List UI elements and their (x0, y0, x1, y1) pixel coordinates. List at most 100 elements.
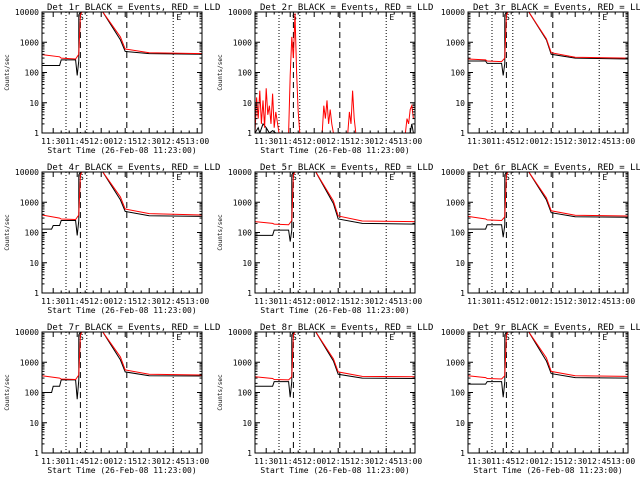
x-tick-label: 12:45 (374, 457, 398, 466)
flare-start-label: S (505, 13, 510, 22)
y-tick-label: 10 (455, 419, 465, 428)
y-tick-label: 1 (34, 129, 39, 138)
x-tick-label: 11:45 (65, 137, 89, 146)
x-tick-label: 11:45 (278, 457, 302, 466)
y-tick-label: 10 (29, 99, 39, 108)
y-tick-label: 10000 (15, 168, 39, 177)
y-tick-label: 10000 (15, 8, 39, 17)
y-axis-label: Counts/sec (217, 214, 224, 251)
x-tick-label: 13:00 (611, 297, 635, 306)
flare-end-label: E (176, 13, 181, 22)
series-events-line (255, 332, 415, 398)
x-tick-label: 12:30 (137, 457, 161, 466)
x-tick-label: 12:15 (539, 457, 563, 466)
panel-title: Det 2r BLACK = Events, RED = LLD (260, 3, 433, 13)
series-events-line (468, 332, 628, 398)
flare-start-label: S (292, 333, 297, 342)
y-tick-label: 1000 (20, 198, 39, 207)
series-lld-line (468, 12, 628, 63)
x-axis-label: Start Time (26-Feb-08 11:23:00) (260, 146, 409, 155)
flare-start-label: S (79, 173, 84, 182)
flare-end-label: E (176, 333, 181, 342)
y-tick-label: 1000 (233, 358, 252, 367)
y-tick-label: 10000 (15, 328, 39, 337)
x-tick-label: 11:30 (41, 457, 65, 466)
series-events-line (468, 172, 628, 238)
x-tick-label: 12:45 (587, 137, 611, 146)
flare-end-label: E (602, 333, 607, 342)
x-axis-label: Start Time (26-Feb-08 11:23:00) (473, 466, 622, 475)
flare-start-label: S (79, 13, 84, 22)
flare-start-label: S (292, 173, 297, 182)
x-tick-label: 11:45 (65, 297, 89, 306)
x-axis-label: Start Time (26-Feb-08 11:23:00) (47, 306, 196, 315)
panel-title: Det 8r BLACK = Events, RED = LLD (260, 323, 433, 333)
x-tick-label: 12:15 (539, 137, 563, 146)
x-tick-label: 12:30 (563, 137, 587, 146)
x-tick-label: 12:30 (137, 297, 161, 306)
x-tick-label: 12:15 (113, 137, 137, 146)
y-tick-label: 1000 (446, 198, 465, 207)
y-axis-label: Counts/sec (4, 214, 11, 251)
x-tick-label: 13:00 (185, 457, 209, 466)
x-tick-label: 11:45 (278, 137, 302, 146)
y-tick-label: 10 (29, 259, 39, 268)
y-tick-label: 10000 (228, 168, 252, 177)
series-events-line (42, 172, 202, 236)
x-tick-label: 11:30 (254, 137, 278, 146)
series-events-line (42, 332, 202, 400)
y-tick-label: 1 (34, 289, 39, 298)
y-tick-label: 10 (29, 419, 39, 428)
panel-title: Det 1r BLACK = Events, RED = LLD (47, 3, 220, 13)
x-tick-label: 11:45 (491, 457, 515, 466)
x-tick-label: 11:30 (41, 297, 65, 306)
series-lld-line (42, 172, 202, 221)
y-tick-label: 1 (460, 289, 465, 298)
flare-end-label: E (389, 13, 394, 22)
flare-start-label: S (505, 333, 510, 342)
x-tick-label: 12:45 (587, 297, 611, 306)
x-tick-label: 13:00 (185, 137, 209, 146)
x-tick-label: 13:00 (611, 457, 635, 466)
y-tick-label: 100 (25, 389, 40, 398)
panel-title: Det 7r BLACK = Events, RED = LLD (47, 323, 220, 333)
y-tick-label: 10000 (441, 328, 465, 337)
x-tick-label: 12:30 (563, 457, 587, 466)
flare-end-label: E (389, 333, 394, 342)
panel-title: Det 3r BLACK = Events, RED = LLD (473, 3, 640, 13)
x-tick-label: 12:00 (89, 297, 113, 306)
x-tick-label: 13:00 (185, 297, 209, 306)
x-tick-label: 12:00 (515, 137, 539, 146)
x-tick-label: 12:45 (161, 297, 185, 306)
panel-title: Det 5r BLACK = Events, RED = LLD (260, 163, 433, 173)
panel-title: Det 6r BLACK = Events, RED = LLD (473, 163, 640, 173)
x-tick-label: 13:00 (398, 297, 422, 306)
x-tick-label: 12:15 (113, 297, 137, 306)
series-events-line (42, 12, 202, 76)
x-tick-label: 12:30 (350, 297, 374, 306)
flare-start-label: S (505, 173, 510, 182)
x-tick-label: 11:45 (491, 297, 515, 306)
y-tick-label: 1000 (20, 358, 39, 367)
x-tick-label: 12:15 (326, 137, 350, 146)
x-tick-label: 12:30 (350, 457, 374, 466)
y-tick-label: 1 (247, 129, 252, 138)
series-lld-line (468, 332, 628, 380)
y-tick-label: 10000 (228, 8, 252, 17)
flare-end-label: E (602, 13, 607, 22)
y-tick-label: 100 (238, 229, 253, 238)
x-tick-label: 12:00 (515, 297, 539, 306)
y-axis-label: Counts/sec (4, 54, 11, 91)
y-tick-label: 100 (238, 69, 253, 78)
x-tick-label: 12:30 (563, 297, 587, 306)
y-tick-label: 10 (455, 99, 465, 108)
